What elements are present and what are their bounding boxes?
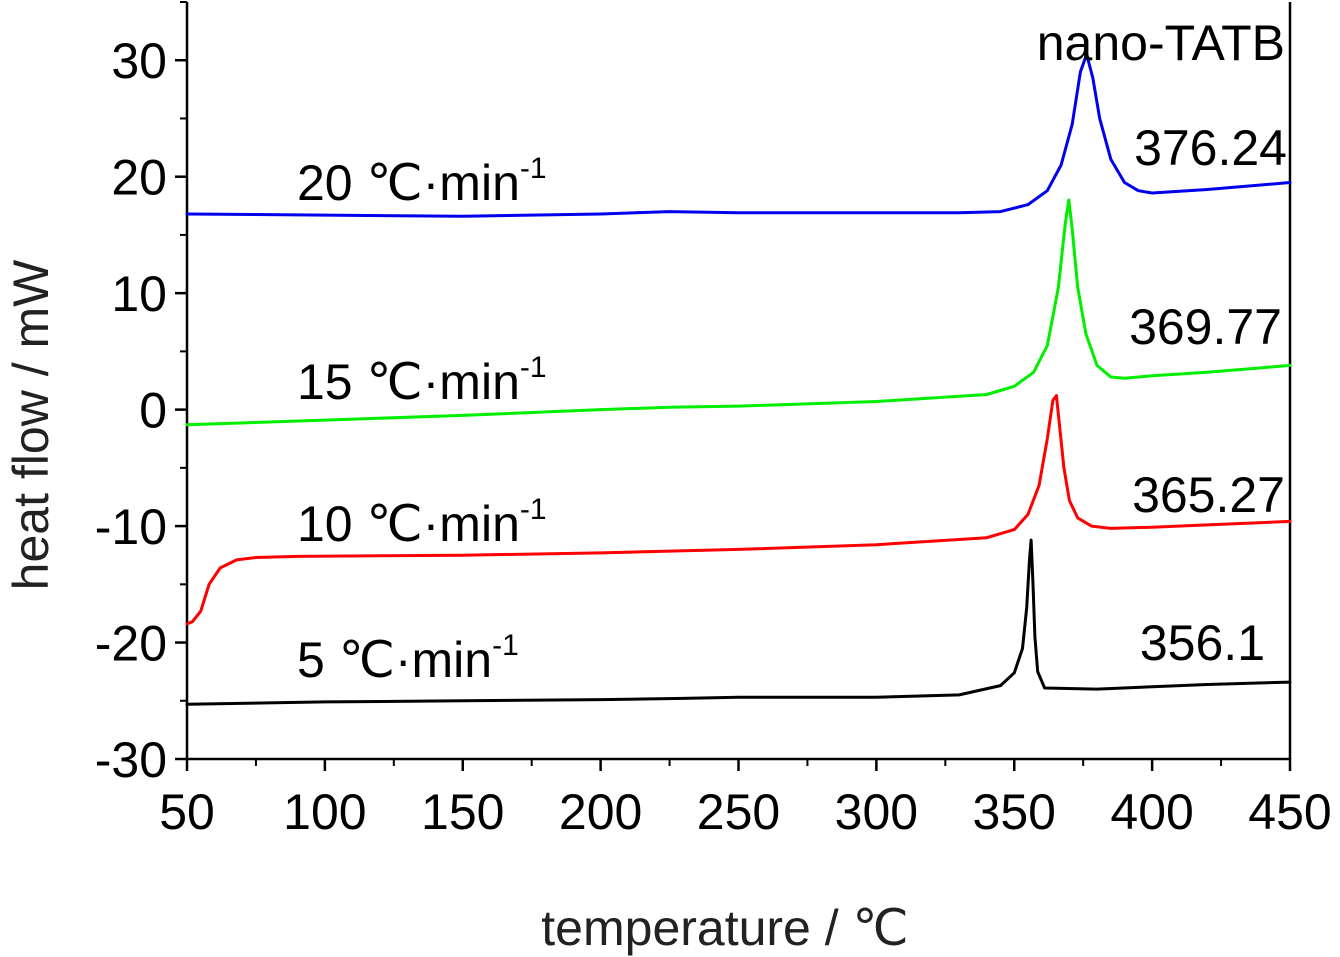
x-tick-label: 300 <box>835 784 918 840</box>
series-rate-label: 15 ℃·min-1 <box>297 351 547 410</box>
y-tick-label: 0 <box>139 383 167 439</box>
series-line <box>185 538 1292 706</box>
y-ticks: -30 -20 -10 0 10 20 30 <box>95 1 187 788</box>
y-tick-label: -30 <box>95 732 167 788</box>
series-rate-label: 10 ℃·min-1 <box>297 493 547 552</box>
peak-temperature-label: 365.27 <box>1132 467 1285 523</box>
peak-temperature-label: 356.1 <box>1140 615 1265 671</box>
chart-title: nano-TATB <box>1037 15 1285 71</box>
y-tick-label: -20 <box>95 616 167 672</box>
series-line <box>185 52 1292 218</box>
annotations: 5 ℃·min-1 356.1 10 ℃·min-1 365.27 15 ℃·min-1… <box>297 120 1287 688</box>
x-tick-label: 350 <box>973 784 1056 840</box>
peak-temperature-label: 376.24 <box>1134 120 1287 176</box>
series-rate-label: 5 ℃·min-1 <box>297 629 519 688</box>
series-line <box>185 394 1292 626</box>
x-tick-label: 100 <box>283 784 366 840</box>
y-tick-label: -10 <box>95 499 167 555</box>
x-axis-title: temperature / ℃ <box>541 900 908 956</box>
x-tick-label: 150 <box>421 784 504 840</box>
series-line <box>185 198 1292 427</box>
y-tick-label: 30 <box>111 33 167 89</box>
series-rate-label: 20 ℃·min-1 <box>297 152 547 211</box>
y-tick-label: 20 <box>111 150 167 206</box>
x-tick-label: 250 <box>697 784 780 840</box>
x-tick-label: 400 <box>1110 784 1193 840</box>
x-tick-label: 450 <box>1248 784 1331 840</box>
y-tick-label: 10 <box>111 266 167 322</box>
y-axis-title: heat flow / mW <box>3 259 59 590</box>
x-tick-label: 50 <box>159 784 215 840</box>
peak-temperature-label: 369.77 <box>1129 299 1282 355</box>
series-group <box>185 52 1292 706</box>
x-tick-label: 200 <box>559 784 642 840</box>
x-ticks: 50 100 150 200 250 300 350 400 450 <box>159 759 1332 840</box>
